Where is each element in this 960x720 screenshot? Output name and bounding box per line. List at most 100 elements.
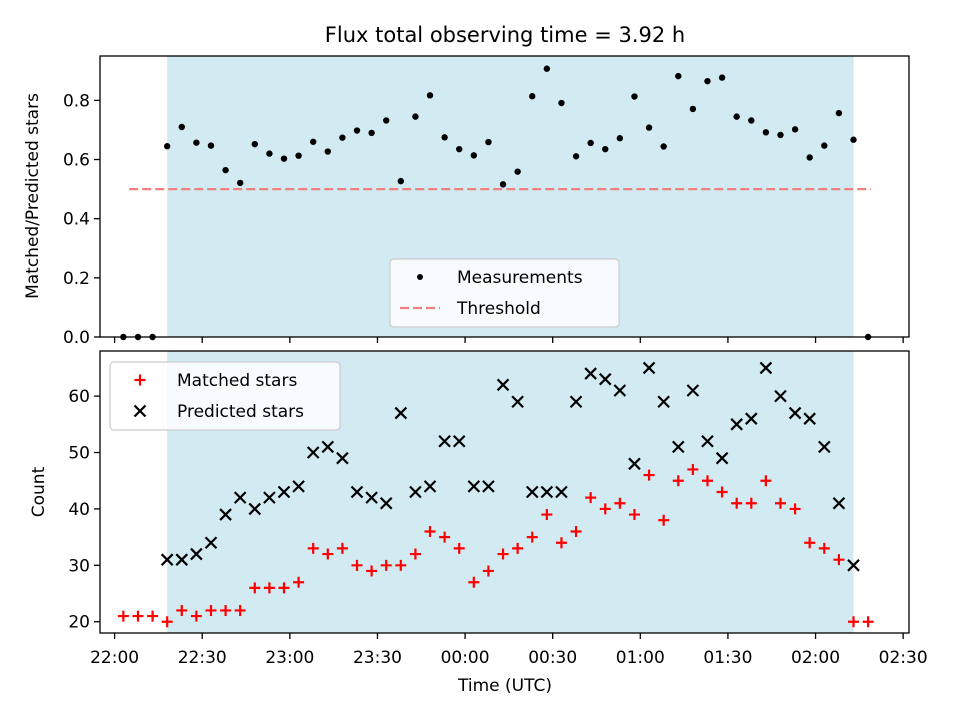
predicted-star-point [219, 508, 232, 521]
panel-bottom: 20 30 40 50 60 22:00 22:30 23:00 23:30 00:00 00:30… [29, 350, 928, 668]
measurement-point [806, 154, 813, 161]
matched-star-point [366, 565, 378, 577]
matched-star-point [628, 509, 640, 521]
measurement-point [207, 142, 215, 149]
predicted-star-point [774, 389, 787, 403]
measurement-point [251, 140, 258, 148]
matched-star-point [833, 554, 845, 566]
matched-star-point [716, 486, 728, 498]
predicted-star-point [803, 412, 816, 425]
matched-star-point [117, 610, 129, 622]
x-tick-label: 01:00 [616, 648, 665, 668]
matched-star-point [293, 576, 305, 588]
predicted-star-point [788, 406, 802, 420]
predicted-star-point [613, 384, 627, 397]
x-tick-label: 22:30 [178, 648, 227, 668]
matched-star-point [774, 497, 786, 509]
predicted-star-point [598, 372, 612, 386]
predicted-star-point [233, 491, 247, 504]
matched-star-point [220, 604, 232, 616]
predicted-star-point [409, 485, 422, 499]
legend-marker-predicted [133, 404, 147, 418]
series-predicted-stars [160, 361, 860, 572]
measurement-point [485, 138, 492, 146]
predicted-star-point [423, 480, 437, 493]
measurement-point [572, 153, 580, 160]
y-axis-label: Count [29, 466, 49, 517]
x-tick-label: 23:30 [353, 648, 402, 668]
measurement-point [602, 145, 609, 153]
predicted-star-point [555, 485, 568, 499]
measurement-point [748, 117, 755, 124]
predicted-star-point [628, 457, 641, 471]
x-tick-label: 22:00 [90, 648, 139, 668]
measurement-point [470, 152, 478, 159]
predicted-star-point [263, 491, 276, 504]
predicted-star-point [657, 395, 670, 409]
legend-box [389, 258, 620, 328]
measurement-point [339, 134, 346, 141]
y-tick-label: 40 [68, 500, 90, 520]
matched-star-point [439, 531, 451, 543]
legend-label: Predicted stars [177, 402, 304, 422]
predicted-star-point [336, 451, 349, 465]
predicted-star-point [715, 451, 729, 465]
measurement-point [675, 72, 682, 80]
matched-star-point [818, 542, 830, 554]
legend-label: Threshold [456, 299, 541, 319]
matched-star-point [278, 582, 290, 594]
matched-star-point [234, 604, 246, 616]
chart-title: Flux total observing time = 3.92 h [325, 23, 685, 47]
predicted-star-point [350, 485, 364, 499]
predicted-star-point [160, 553, 174, 566]
measurement-point [587, 139, 594, 147]
measurement-point [558, 99, 565, 107]
measurement-point [412, 113, 419, 120]
measurement-point [616, 135, 624, 142]
predicted-star-point [204, 536, 218, 550]
measurement-point [733, 113, 740, 120]
measurement-point [660, 143, 667, 150]
measurement-point [295, 152, 302, 159]
y-tick-label: 50 [68, 444, 90, 464]
measurement-point [762, 129, 770, 136]
matched-star-point [555, 537, 567, 549]
y-tick-label: 0.6 [63, 151, 90, 171]
measurement-point [441, 134, 448, 141]
predicted-star-point [818, 440, 831, 454]
measurement-point [310, 138, 317, 145]
matched-star-point [643, 469, 655, 481]
legend-marker-matched [134, 374, 146, 386]
predicted-star-point [511, 395, 524, 409]
legend-label: Measurements [457, 268, 583, 288]
predicted-star-point [525, 485, 539, 499]
matched-star-point [804, 537, 816, 549]
legend-marker-measurements [417, 274, 423, 280]
predicted-star-point [467, 480, 481, 493]
measurement-point [456, 145, 463, 153]
x-tick-label: 00:00 [441, 648, 490, 668]
predicted-star-point [540, 485, 554, 499]
x-tick-label: 00:30 [528, 648, 577, 668]
matched-star-point [205, 604, 217, 616]
panel-top: 0.0 0.2 0.4 0.6 0.8 Matched/Predicted stars Me… [23, 55, 910, 348]
measurement-point [543, 65, 551, 72]
y-tick-label: 60 [68, 387, 90, 407]
matched-star-point [658, 514, 670, 526]
measurement-point [777, 131, 784, 139]
matched-star-point [249, 582, 261, 594]
x-tick-label: 02:00 [791, 648, 840, 668]
matched-star-point [672, 475, 684, 487]
matched-star-point [687, 463, 699, 475]
measurement-point [631, 93, 638, 100]
matched-star-point [497, 548, 509, 560]
y-axis-label: Matched/Predicted stars [23, 93, 43, 299]
x-tick-label: 02:30 [879, 648, 928, 668]
x-tick-label: 01:30 [703, 648, 752, 668]
measurement-point [397, 177, 405, 185]
matched-star-point [512, 542, 524, 554]
measurement-point [821, 142, 828, 149]
matched-star-point [745, 497, 757, 509]
matched-star-point [424, 525, 436, 537]
